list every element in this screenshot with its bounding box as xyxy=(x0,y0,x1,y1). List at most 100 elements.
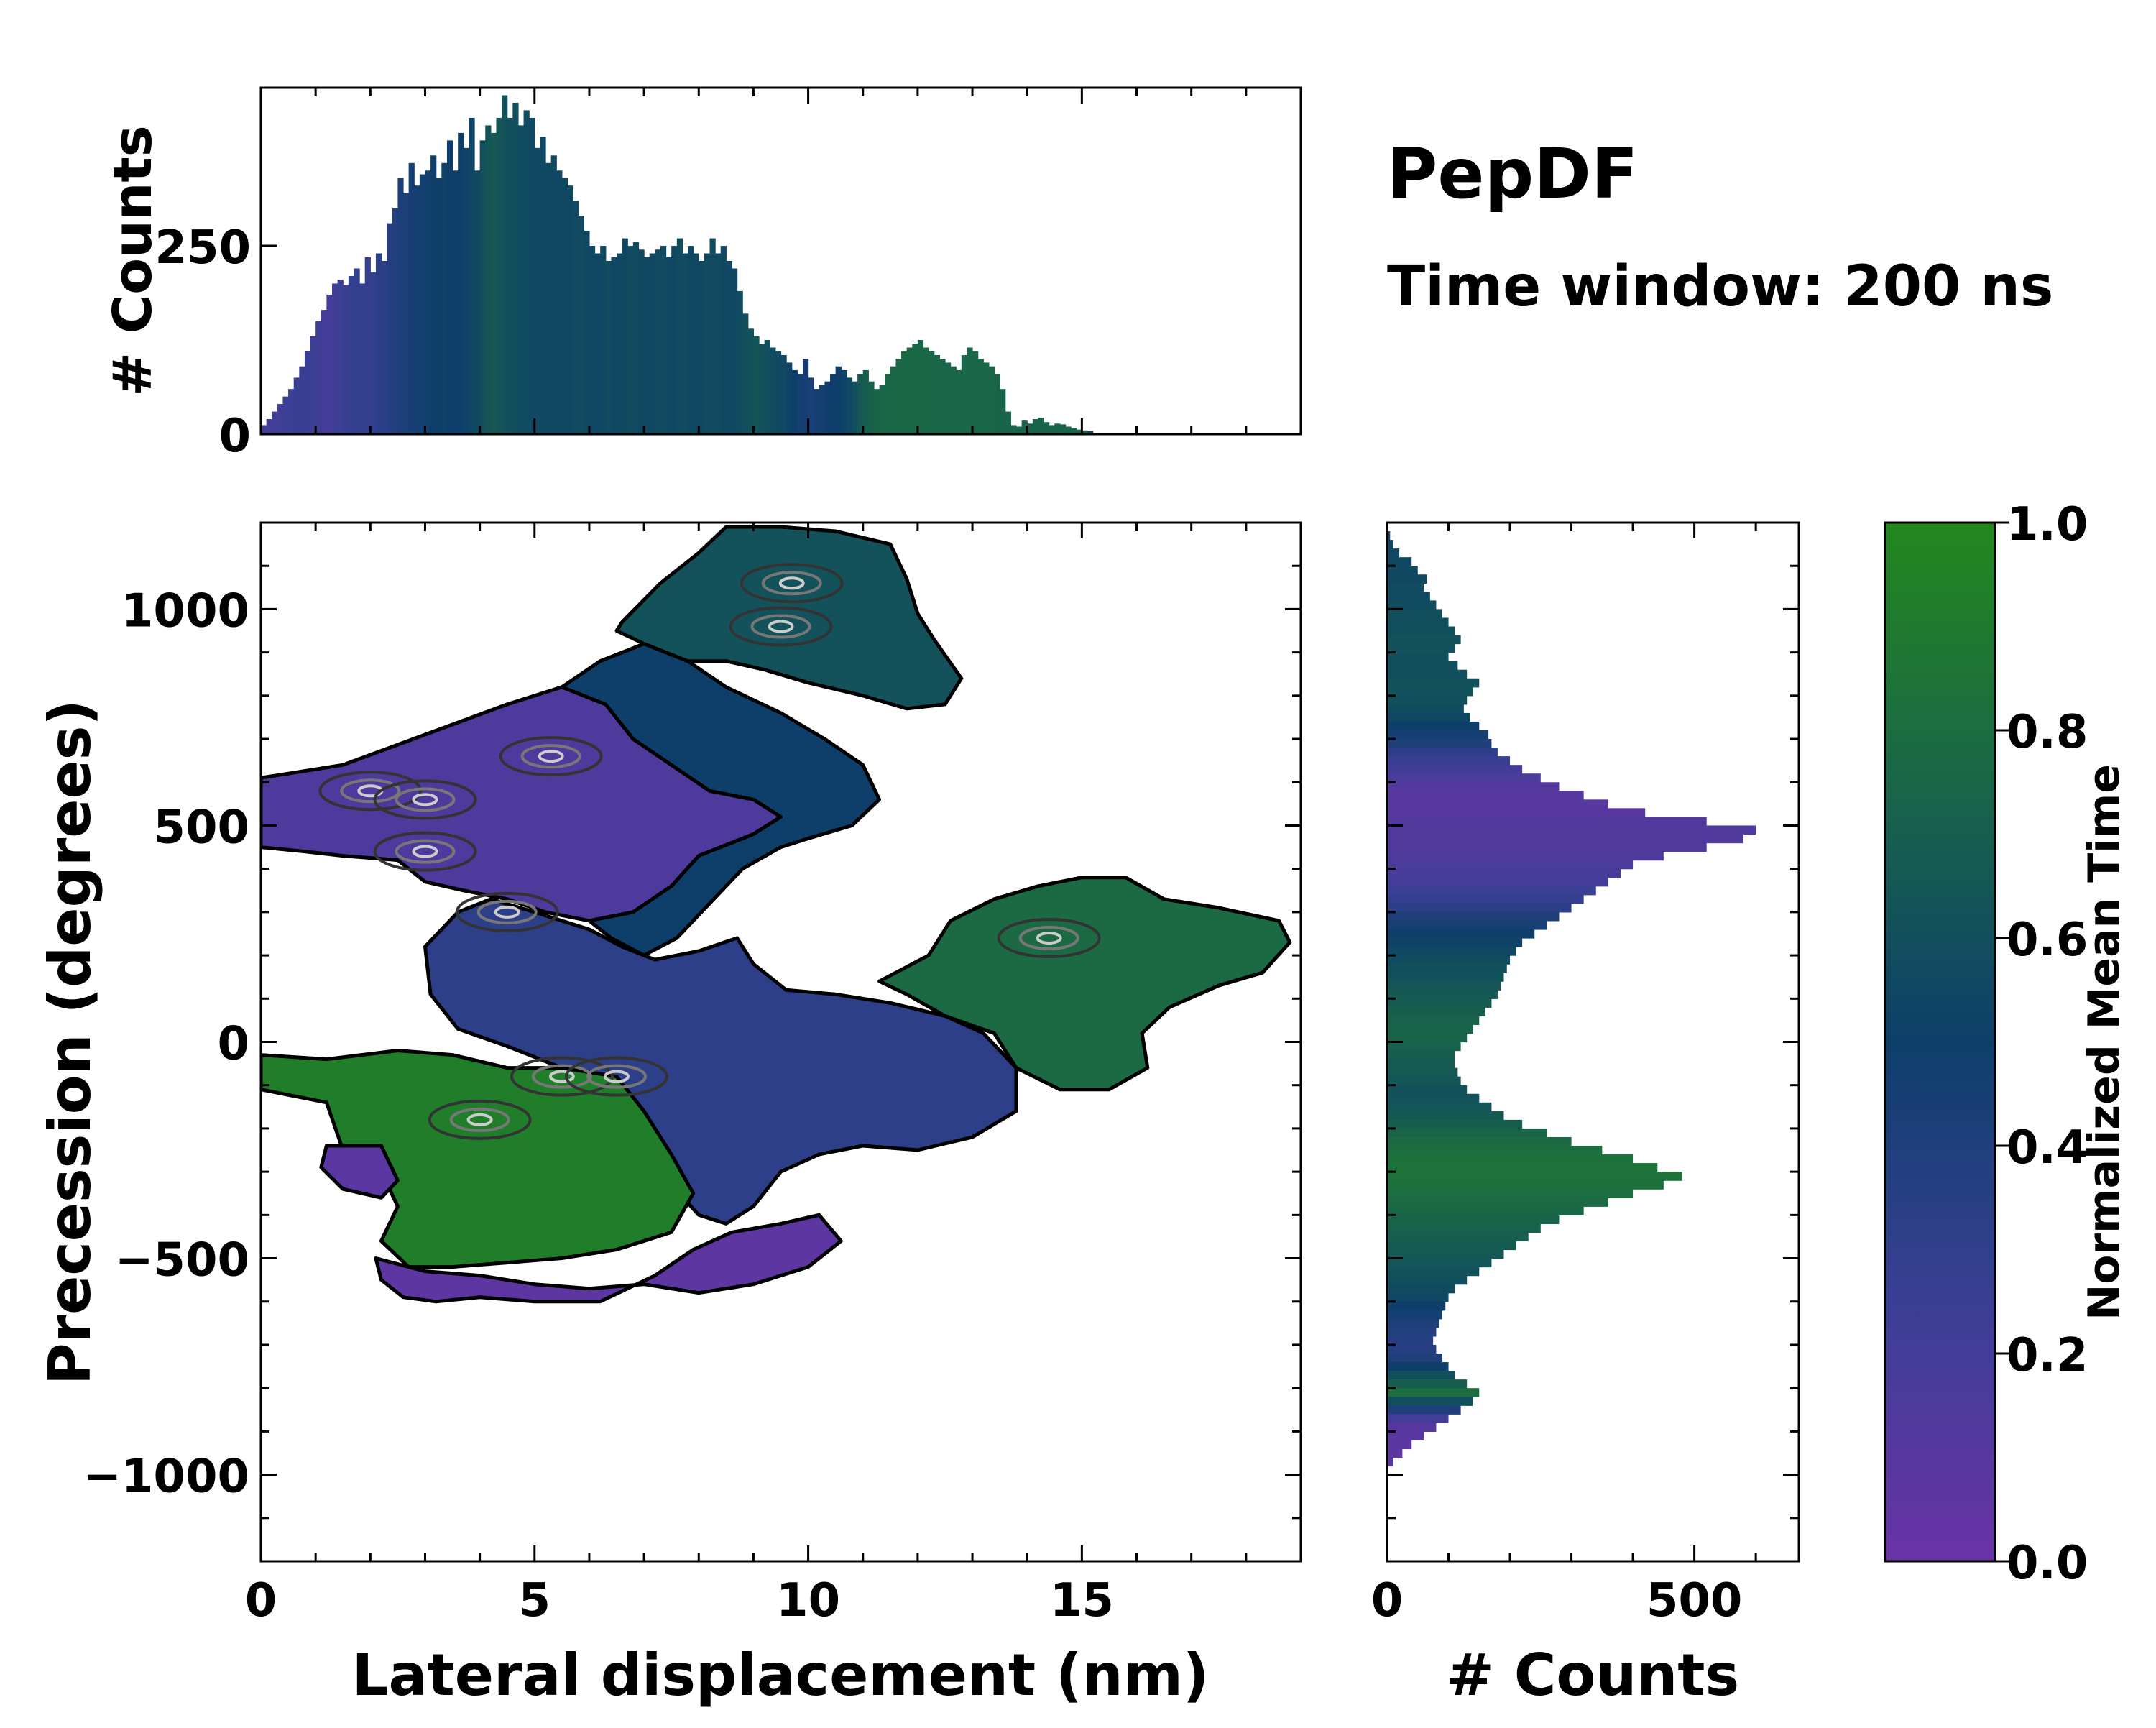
right-hist-bar xyxy=(1387,808,1646,818)
top-hist-bar xyxy=(1044,422,1050,434)
density-contour xyxy=(778,576,805,590)
colorbar-tick-label: 0.6 xyxy=(2007,914,2088,967)
top-hist-bar xyxy=(895,359,902,434)
top-hist-bar xyxy=(540,137,546,434)
right-hist-bar xyxy=(1387,825,1756,835)
top-hist-bar xyxy=(868,381,875,434)
right-hist-bar xyxy=(1387,1344,1437,1354)
top-hist-bar xyxy=(873,389,880,434)
right-hist-bar xyxy=(1387,1354,1442,1363)
top-hist-bar xyxy=(293,377,300,434)
top-hist-bar xyxy=(441,162,448,435)
colorbar-ticks: 0.0 0.2 0.4 0.6 0.8 1.0 xyxy=(1995,498,2088,1590)
right-hist-bar xyxy=(1387,721,1480,731)
right-hist-bar xyxy=(1387,643,1455,653)
right-hist-bar xyxy=(1387,990,1498,999)
colorbar-tick-label: 0.0 xyxy=(2007,1537,2088,1590)
heatmap-region-left-purple-edge xyxy=(319,1144,400,1200)
right-hist-bar xyxy=(1387,1033,1468,1043)
top-hist-bar xyxy=(425,170,431,434)
right-hist-bar xyxy=(1387,540,1393,549)
top-hist-bar xyxy=(906,347,913,434)
right-hist-bar xyxy=(1387,1249,1504,1259)
top-hist-bar xyxy=(578,216,584,434)
right-hist-bar xyxy=(1387,531,1391,541)
top-hist-bar xyxy=(261,425,267,434)
top-hist-bar xyxy=(693,253,699,434)
top-hist-bar xyxy=(704,253,711,434)
right-hist-xlabel: # Counts xyxy=(1446,1642,1739,1709)
density-contour xyxy=(340,778,401,804)
figure-title: PepDF xyxy=(1387,134,1638,214)
main-xtick-label: 5 xyxy=(519,1574,551,1627)
top-hist-bar xyxy=(584,231,590,434)
right-hist-bar xyxy=(1387,773,1541,783)
density-contour xyxy=(1036,932,1062,945)
density-contour xyxy=(373,831,477,872)
colorbar-gradient xyxy=(1884,521,1996,1563)
top-hist-bar xyxy=(830,374,837,434)
top-hist-bar xyxy=(304,351,311,434)
density-contour xyxy=(412,845,438,858)
right-hist-bar xyxy=(1387,1258,1492,1268)
right-hist-bar xyxy=(1387,938,1523,947)
right-hist-bar xyxy=(1387,1457,1393,1467)
density-contour xyxy=(565,1056,669,1097)
top-hist-bar xyxy=(387,223,393,434)
right-hist-bar xyxy=(1387,791,1584,800)
top-hist-bar xyxy=(1010,425,1017,434)
top-hist-bar xyxy=(561,178,568,434)
colorbar: 0.0 0.2 0.4 0.6 0.8 1.0 Normalized Mean Time xyxy=(1884,498,2129,1590)
top-hist-bar xyxy=(1082,430,1088,434)
main-frame xyxy=(259,521,1302,1563)
top-hist-bar xyxy=(1054,423,1061,434)
top-hist-bar xyxy=(463,147,469,434)
right-hist-bar xyxy=(1387,592,1430,601)
colorbar-tick-label: 1.0 xyxy=(2007,498,2088,551)
top-hist-bar xyxy=(759,344,765,434)
top-hist-bar xyxy=(841,369,847,434)
right-hist-bar xyxy=(1387,1405,1461,1415)
right-hist-bar xyxy=(1387,626,1455,636)
right-hist-bar xyxy=(1387,756,1511,766)
right-hist-bar xyxy=(1387,574,1427,584)
density-contour xyxy=(395,839,456,864)
top-hist-bar xyxy=(1027,423,1033,434)
right-hist-bar xyxy=(1387,1163,1658,1172)
top-hist-ytick-label: 250 xyxy=(155,221,251,275)
top-hist-bar xyxy=(688,246,694,434)
right-hist-bar xyxy=(1387,1379,1468,1389)
top-hist-bar xyxy=(802,359,809,434)
main-xtick-label: 10 xyxy=(776,1574,840,1627)
heatmap-regions xyxy=(261,525,1292,1304)
heatmap-region-lower-purple xyxy=(374,1213,843,1304)
top-hist-bar xyxy=(512,102,519,434)
top-hist-bar xyxy=(890,366,897,434)
top-hist-bar xyxy=(753,336,760,434)
top-hist-bar xyxy=(972,351,979,434)
top-hist-bar xyxy=(315,321,322,434)
colorbar-tick-label: 0.4 xyxy=(2007,1121,2088,1175)
top-hist-bar xyxy=(446,140,453,434)
top-hist-bar xyxy=(326,295,333,434)
top-hist-bar xyxy=(375,253,382,434)
top-hist-bar xyxy=(594,253,601,434)
top-hist-bar xyxy=(266,419,272,434)
heatmap-region-upper-mid-band xyxy=(560,642,882,957)
right-hist-bar xyxy=(1387,635,1461,645)
top-hist-bar xyxy=(726,261,732,434)
top-hist-bar xyxy=(929,351,935,434)
right-hist-bar xyxy=(1387,929,1535,939)
right-hist-bar xyxy=(1387,678,1480,688)
right-hist-bar xyxy=(1387,947,1516,956)
right-hist-bar xyxy=(1387,652,1449,662)
colorbar-label: Normalized Mean Time xyxy=(2079,764,2129,1320)
top-hist-bar xyxy=(277,404,284,434)
density-contour xyxy=(428,1099,532,1140)
right-hist-bar xyxy=(1387,1284,1455,1294)
top-hist-bar xyxy=(1021,420,1028,434)
density-contour xyxy=(1018,926,1079,950)
top-hist-bar xyxy=(310,336,316,434)
top-hist-bar xyxy=(529,117,535,435)
top-hist-bar xyxy=(299,366,305,434)
